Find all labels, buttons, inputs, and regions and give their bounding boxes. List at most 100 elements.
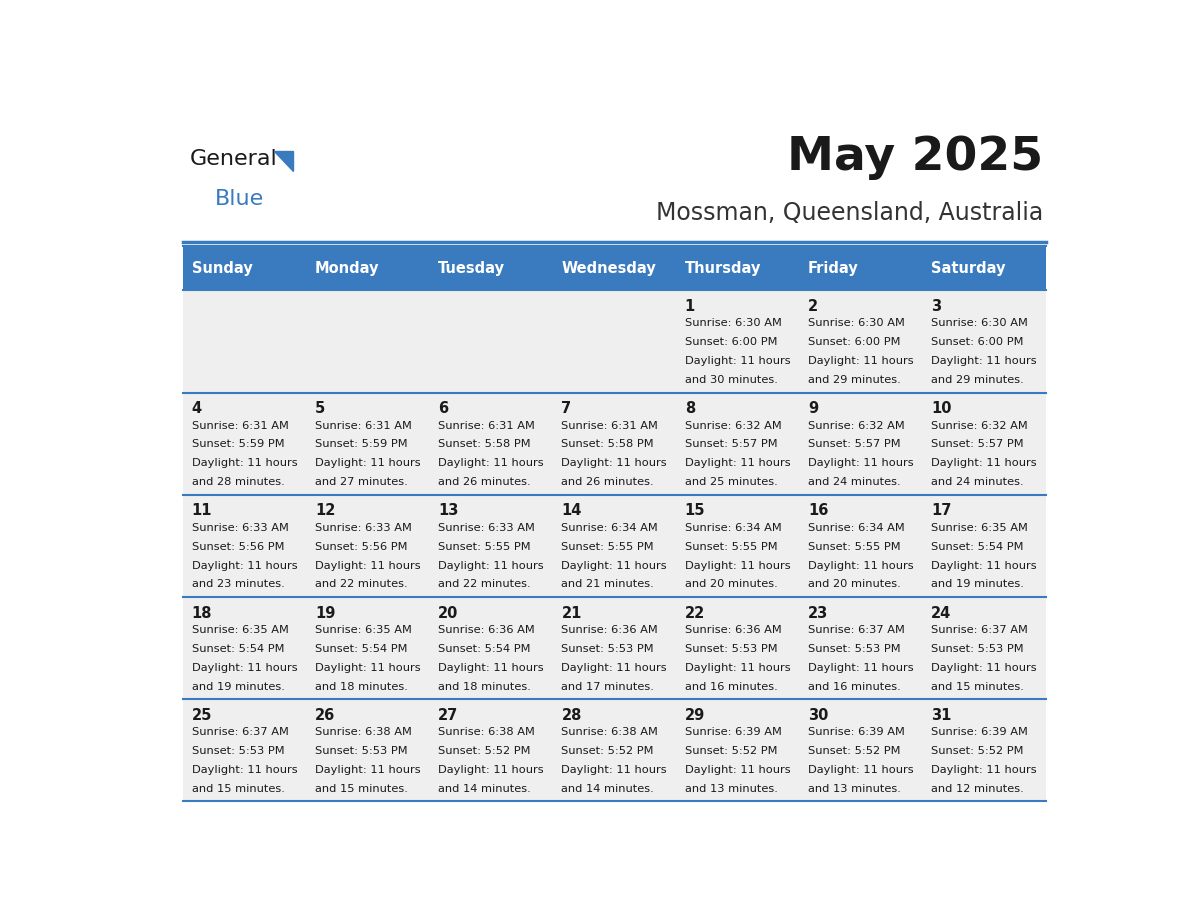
Bar bbox=[307, 495, 430, 597]
Text: 13: 13 bbox=[438, 503, 459, 519]
Text: Sunset: 5:53 PM: Sunset: 5:53 PM bbox=[931, 644, 1024, 654]
Text: Sunrise: 6:31 AM: Sunrise: 6:31 AM bbox=[315, 420, 412, 431]
Text: 17: 17 bbox=[931, 503, 952, 519]
Bar bbox=[800, 495, 923, 597]
Text: and 20 minutes.: and 20 minutes. bbox=[684, 579, 777, 589]
Text: and 13 minutes.: and 13 minutes. bbox=[684, 784, 778, 794]
Text: Sunrise: 6:36 AM: Sunrise: 6:36 AM bbox=[562, 625, 658, 635]
Bar bbox=[554, 246, 676, 290]
Text: Sunset: 5:59 PM: Sunset: 5:59 PM bbox=[191, 440, 284, 450]
Text: Daylight: 11 hours: Daylight: 11 hours bbox=[438, 561, 544, 571]
Text: Sunrise: 6:34 AM: Sunrise: 6:34 AM bbox=[562, 522, 658, 532]
Text: Daylight: 11 hours: Daylight: 11 hours bbox=[931, 561, 1037, 571]
Text: and 21 minutes.: and 21 minutes. bbox=[562, 579, 655, 589]
Text: 24: 24 bbox=[931, 606, 952, 621]
Text: 28: 28 bbox=[562, 708, 582, 722]
Bar bbox=[676, 495, 800, 597]
Text: 29: 29 bbox=[684, 708, 704, 722]
Text: 14: 14 bbox=[562, 503, 582, 519]
Bar bbox=[676, 290, 800, 393]
Bar bbox=[554, 290, 676, 393]
Text: Sunrise: 6:35 AM: Sunrise: 6:35 AM bbox=[931, 522, 1028, 532]
Text: 12: 12 bbox=[315, 503, 335, 519]
Text: Sunrise: 6:33 AM: Sunrise: 6:33 AM bbox=[315, 522, 412, 532]
Text: 23: 23 bbox=[808, 606, 828, 621]
Text: and 16 minutes.: and 16 minutes. bbox=[684, 682, 777, 691]
Text: Daylight: 11 hours: Daylight: 11 hours bbox=[808, 561, 914, 571]
Bar bbox=[676, 246, 800, 290]
Bar bbox=[800, 597, 923, 700]
Text: Sunset: 5:58 PM: Sunset: 5:58 PM bbox=[438, 440, 531, 450]
Text: Sunset: 6:00 PM: Sunset: 6:00 PM bbox=[684, 337, 777, 347]
Text: Sunrise: 6:39 AM: Sunrise: 6:39 AM bbox=[684, 727, 782, 737]
Text: and 19 minutes.: and 19 minutes. bbox=[191, 682, 285, 691]
Text: Sunset: 5:55 PM: Sunset: 5:55 PM bbox=[808, 542, 901, 552]
Text: and 23 minutes.: and 23 minutes. bbox=[191, 579, 284, 589]
Text: Sunrise: 6:31 AM: Sunrise: 6:31 AM bbox=[191, 420, 289, 431]
Bar bbox=[800, 246, 923, 290]
Text: Thursday: Thursday bbox=[684, 261, 762, 275]
Text: Daylight: 11 hours: Daylight: 11 hours bbox=[562, 458, 668, 468]
Text: and 18 minutes.: and 18 minutes. bbox=[438, 682, 531, 691]
Text: and 27 minutes.: and 27 minutes. bbox=[315, 477, 407, 487]
Text: Sunrise: 6:39 AM: Sunrise: 6:39 AM bbox=[808, 727, 905, 737]
Text: Sunset: 6:00 PM: Sunset: 6:00 PM bbox=[931, 337, 1024, 347]
Text: 1: 1 bbox=[684, 299, 695, 314]
Text: Daylight: 11 hours: Daylight: 11 hours bbox=[808, 663, 914, 673]
Text: Sunset: 5:53 PM: Sunset: 5:53 PM bbox=[191, 746, 284, 756]
Text: Sunrise: 6:38 AM: Sunrise: 6:38 AM bbox=[438, 727, 535, 737]
Bar bbox=[923, 700, 1047, 801]
Bar bbox=[923, 495, 1047, 597]
Bar bbox=[800, 700, 923, 801]
Bar bbox=[430, 290, 554, 393]
Bar bbox=[307, 393, 430, 495]
Text: Daylight: 11 hours: Daylight: 11 hours bbox=[684, 561, 790, 571]
Text: Daylight: 11 hours: Daylight: 11 hours bbox=[438, 663, 544, 673]
Text: Daylight: 11 hours: Daylight: 11 hours bbox=[315, 458, 421, 468]
Text: Sunset: 5:57 PM: Sunset: 5:57 PM bbox=[808, 440, 901, 450]
Text: Saturday: Saturday bbox=[931, 261, 1006, 275]
Text: Daylight: 11 hours: Daylight: 11 hours bbox=[315, 663, 421, 673]
Text: Daylight: 11 hours: Daylight: 11 hours bbox=[684, 663, 790, 673]
Text: Sunrise: 6:32 AM: Sunrise: 6:32 AM bbox=[684, 420, 782, 431]
Text: 27: 27 bbox=[438, 708, 459, 722]
Text: Daylight: 11 hours: Daylight: 11 hours bbox=[315, 561, 421, 571]
Bar bbox=[183, 246, 307, 290]
Text: Sunset: 5:53 PM: Sunset: 5:53 PM bbox=[684, 644, 777, 654]
Bar bbox=[307, 246, 430, 290]
Text: Sunset: 5:57 PM: Sunset: 5:57 PM bbox=[684, 440, 777, 450]
Text: Sunset: 5:56 PM: Sunset: 5:56 PM bbox=[191, 542, 284, 552]
Bar bbox=[183, 393, 307, 495]
Bar bbox=[307, 700, 430, 801]
Text: 6: 6 bbox=[438, 401, 448, 416]
Text: Daylight: 11 hours: Daylight: 11 hours bbox=[931, 765, 1037, 775]
Text: Blue: Blue bbox=[215, 188, 264, 208]
Bar bbox=[307, 290, 430, 393]
Text: Daylight: 11 hours: Daylight: 11 hours bbox=[562, 765, 668, 775]
Text: Daylight: 11 hours: Daylight: 11 hours bbox=[315, 765, 421, 775]
Text: Sunrise: 6:37 AM: Sunrise: 6:37 AM bbox=[931, 625, 1028, 635]
Text: Sunrise: 6:36 AM: Sunrise: 6:36 AM bbox=[684, 625, 782, 635]
Text: 19: 19 bbox=[315, 606, 335, 621]
Bar bbox=[554, 700, 676, 801]
Bar bbox=[923, 597, 1047, 700]
Bar bbox=[430, 246, 554, 290]
Text: Daylight: 11 hours: Daylight: 11 hours bbox=[438, 765, 544, 775]
Text: Daylight: 11 hours: Daylight: 11 hours bbox=[191, 663, 297, 673]
Bar bbox=[800, 290, 923, 393]
Text: and 17 minutes.: and 17 minutes. bbox=[562, 682, 655, 691]
Text: 2: 2 bbox=[808, 299, 819, 314]
Text: Daylight: 11 hours: Daylight: 11 hours bbox=[808, 356, 914, 366]
Text: Sunset: 5:54 PM: Sunset: 5:54 PM bbox=[438, 644, 531, 654]
Polygon shape bbox=[273, 151, 293, 172]
Text: 4: 4 bbox=[191, 401, 202, 416]
Text: Sunrise: 6:34 AM: Sunrise: 6:34 AM bbox=[684, 522, 782, 532]
Text: Sunset: 5:52 PM: Sunset: 5:52 PM bbox=[684, 746, 777, 756]
Text: and 24 minutes.: and 24 minutes. bbox=[931, 477, 1024, 487]
Bar bbox=[676, 393, 800, 495]
Text: Monday: Monday bbox=[315, 261, 379, 275]
Bar bbox=[676, 700, 800, 801]
Text: Sunset: 5:52 PM: Sunset: 5:52 PM bbox=[438, 746, 531, 756]
Text: Sunset: 5:54 PM: Sunset: 5:54 PM bbox=[931, 542, 1024, 552]
Text: 10: 10 bbox=[931, 401, 952, 416]
